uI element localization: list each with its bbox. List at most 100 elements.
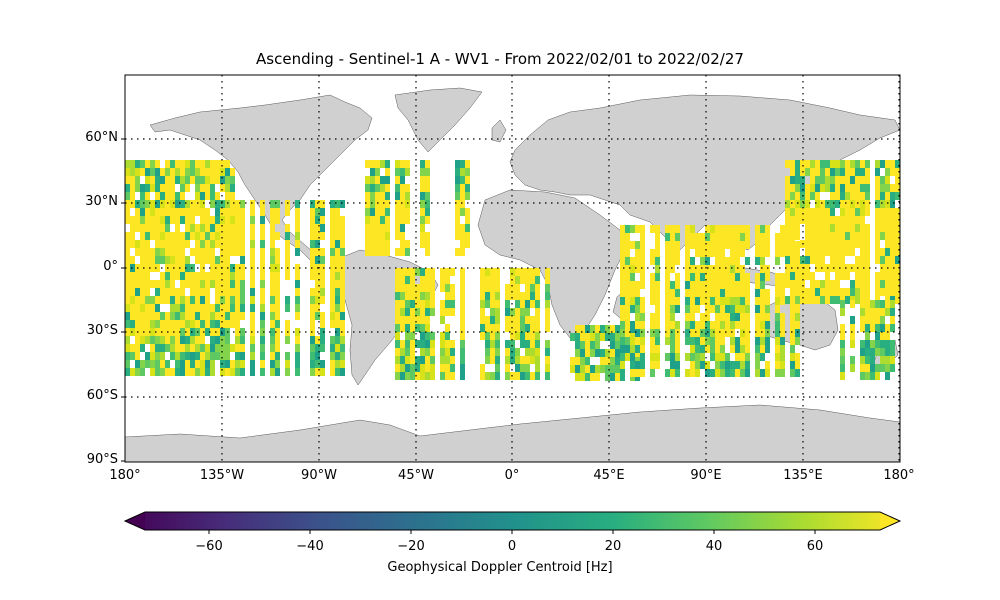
swath-cell (805, 272, 810, 280)
swath-cell (230, 288, 235, 296)
swath-cell (425, 300, 430, 308)
swath-cell (485, 300, 490, 308)
swath-cell (795, 208, 800, 216)
swath-cell (710, 249, 715, 257)
swath-cell (585, 373, 590, 381)
swath-cell (175, 272, 180, 280)
swath-cell (310, 304, 315, 312)
swath-cell (595, 333, 600, 341)
swath-cell (640, 361, 645, 369)
swath-cell (690, 265, 695, 273)
swath-cell (575, 341, 580, 349)
swath-cell (845, 200, 850, 208)
swath-cell (835, 288, 840, 296)
swath-cell (755, 281, 760, 289)
swath-cell (855, 224, 860, 232)
swath-cell (125, 200, 130, 208)
swath-cell (880, 176, 885, 184)
swath-cell (675, 297, 680, 305)
swath-cell (795, 337, 800, 345)
swath-cell (175, 352, 180, 360)
swath-cell (835, 232, 840, 240)
swath-cell (630, 297, 635, 305)
swath-cell (275, 352, 280, 360)
swath-cell (605, 373, 610, 381)
swath-cell (450, 284, 455, 292)
swath-cell (625, 297, 630, 305)
swath-cell (490, 340, 495, 348)
swath-cell (230, 344, 235, 352)
swath-cell (875, 256, 880, 264)
swath-cell (860, 356, 865, 364)
swath-cell (125, 264, 130, 272)
swath-cell (720, 249, 725, 257)
swath-cell (890, 316, 895, 324)
swath-cell (180, 160, 185, 168)
swath-cell (175, 240, 180, 248)
swath-cell (860, 272, 865, 280)
swath-cell (790, 369, 795, 377)
swath-cell (180, 240, 185, 248)
swath-cell (175, 312, 180, 320)
swath-cell (885, 272, 890, 280)
swath-cell (150, 280, 155, 288)
swath-cell (505, 284, 510, 292)
swath-cell (170, 248, 175, 256)
swath-cell (225, 280, 230, 288)
swath-cell (895, 256, 900, 264)
swath-cell (895, 288, 900, 296)
swath-cell (460, 184, 465, 192)
swath-cell (795, 224, 800, 232)
swath-cell (700, 233, 705, 241)
swath-cell (715, 257, 720, 265)
swath-cell (530, 276, 535, 284)
swath-cell (775, 297, 780, 305)
swath-cell (765, 265, 770, 273)
swath-cell (420, 316, 425, 324)
swath-cell (485, 316, 490, 324)
swath-cell (640, 297, 645, 305)
swath-cell (710, 281, 715, 289)
swath-cell (745, 241, 750, 249)
swath-cell (830, 240, 835, 248)
swath-cell (195, 224, 200, 232)
swath-cell (885, 216, 890, 224)
swath-cell (220, 344, 225, 352)
swath-cell (240, 296, 245, 304)
swath-cell (685, 265, 690, 273)
swath-cell (740, 265, 745, 273)
lat-label-30s: 30°S (86, 323, 118, 338)
swath-cell (730, 289, 735, 297)
swath-cell (780, 249, 785, 257)
swath-cell (835, 264, 840, 272)
swath-cell (240, 368, 245, 376)
swath-cell (815, 256, 820, 264)
swath-cell (635, 361, 640, 369)
swath-cell (860, 316, 865, 324)
swath-cell (480, 324, 485, 332)
swath-cell (225, 248, 230, 256)
swath-cell (320, 336, 325, 344)
swath-cell (125, 344, 130, 352)
swath-cell (135, 336, 140, 344)
swath-cell (520, 372, 525, 380)
swath-cell (730, 305, 735, 313)
swath-cell (700, 281, 705, 289)
swath-cell (385, 208, 390, 216)
swath-cell (210, 216, 215, 224)
swath-cell (145, 360, 150, 368)
swath-cell (830, 200, 835, 208)
swath-cell (580, 373, 585, 381)
swath-cell (200, 240, 205, 248)
swath-cell (465, 240, 470, 248)
swath-cell (195, 208, 200, 216)
swath-cell (400, 292, 405, 300)
swath-cell (815, 280, 820, 288)
swath-cell (295, 224, 300, 232)
swath-cell (715, 305, 720, 313)
swath-cell (315, 312, 320, 320)
swath-cell (490, 316, 495, 324)
swath-cell (400, 232, 405, 240)
swath-cell (150, 224, 155, 232)
swath-cell (155, 304, 160, 312)
